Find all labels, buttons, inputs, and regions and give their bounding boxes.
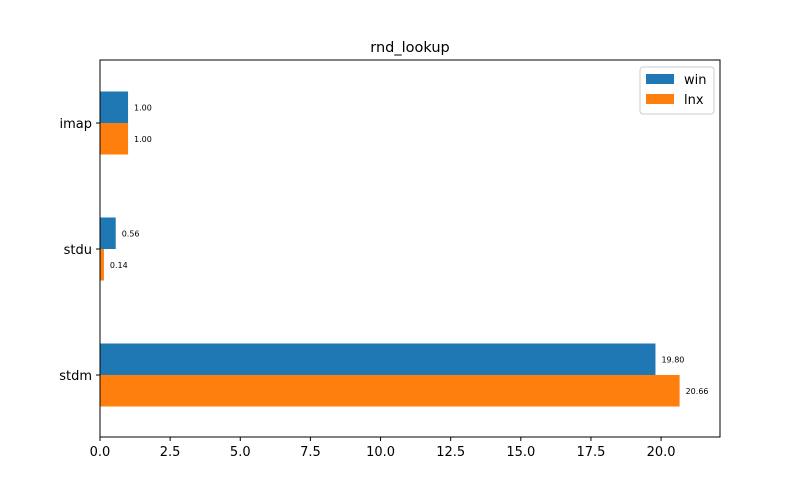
- data-label-win-stdm: 19.80: [661, 355, 684, 364]
- bars-group: 19.80 20.66 0.56 0.14 1.00 1.00: [100, 91, 709, 407]
- legend-swatch-lnx: [646, 94, 674, 104]
- x-tick-label-2.5: 2.5: [160, 445, 181, 460]
- y-tick-label-stdu: stdu: [64, 243, 92, 258]
- plot-frame: [99, 59, 721, 438]
- bar-lnx-imap: [100, 123, 129, 155]
- y-tick-label-imap: imap: [60, 117, 93, 132]
- x-tick-label-7.5: 7.5: [300, 445, 321, 460]
- bar-win-imap: [100, 91, 129, 123]
- bar-lnx-stdm: [100, 375, 680, 407]
- x-tick-label-12.5: 12.5: [436, 445, 465, 460]
- x-tick-label-5.0: 5.0: [230, 445, 251, 460]
- bar-win-stdm: [100, 343, 656, 375]
- x-tick-label-10.0: 10.0: [366, 445, 395, 460]
- bar-win-stdu: [100, 217, 116, 249]
- data-label-win-stdu: 0.56: [122, 229, 140, 238]
- x-tick-label-20.0: 20.0: [647, 445, 676, 460]
- legend-swatch-win: [646, 74, 674, 84]
- bar-lnx-stdu: [100, 249, 104, 281]
- legend-label-lnx: lnx: [684, 93, 704, 108]
- legend: win lnx: [639, 66, 715, 115]
- chart-title: rnd_lookup: [370, 40, 449, 56]
- data-label-lnx-imap: 1.00: [134, 135, 152, 144]
- data-label-lnx-stdm: 20.66: [686, 387, 709, 396]
- data-label-lnx-stdu: 0.14: [110, 261, 128, 270]
- data-label-win-imap: 1.00: [134, 103, 152, 112]
- x-tick-label-15.0: 15.0: [506, 445, 535, 460]
- x-tick-label-0.0: 0.0: [90, 445, 111, 460]
- y-tick-label-stdm: stdm: [59, 369, 92, 384]
- legend-label-win: win: [684, 73, 706, 88]
- y-tick-labels: stdm stdu imap: [59, 117, 100, 384]
- x-tick-label-17.5: 17.5: [576, 445, 605, 460]
- x-ticks: 0.0 2.5 5.0 7.5 10.0 12.5 15.0 17.5 20.0: [90, 437, 676, 460]
